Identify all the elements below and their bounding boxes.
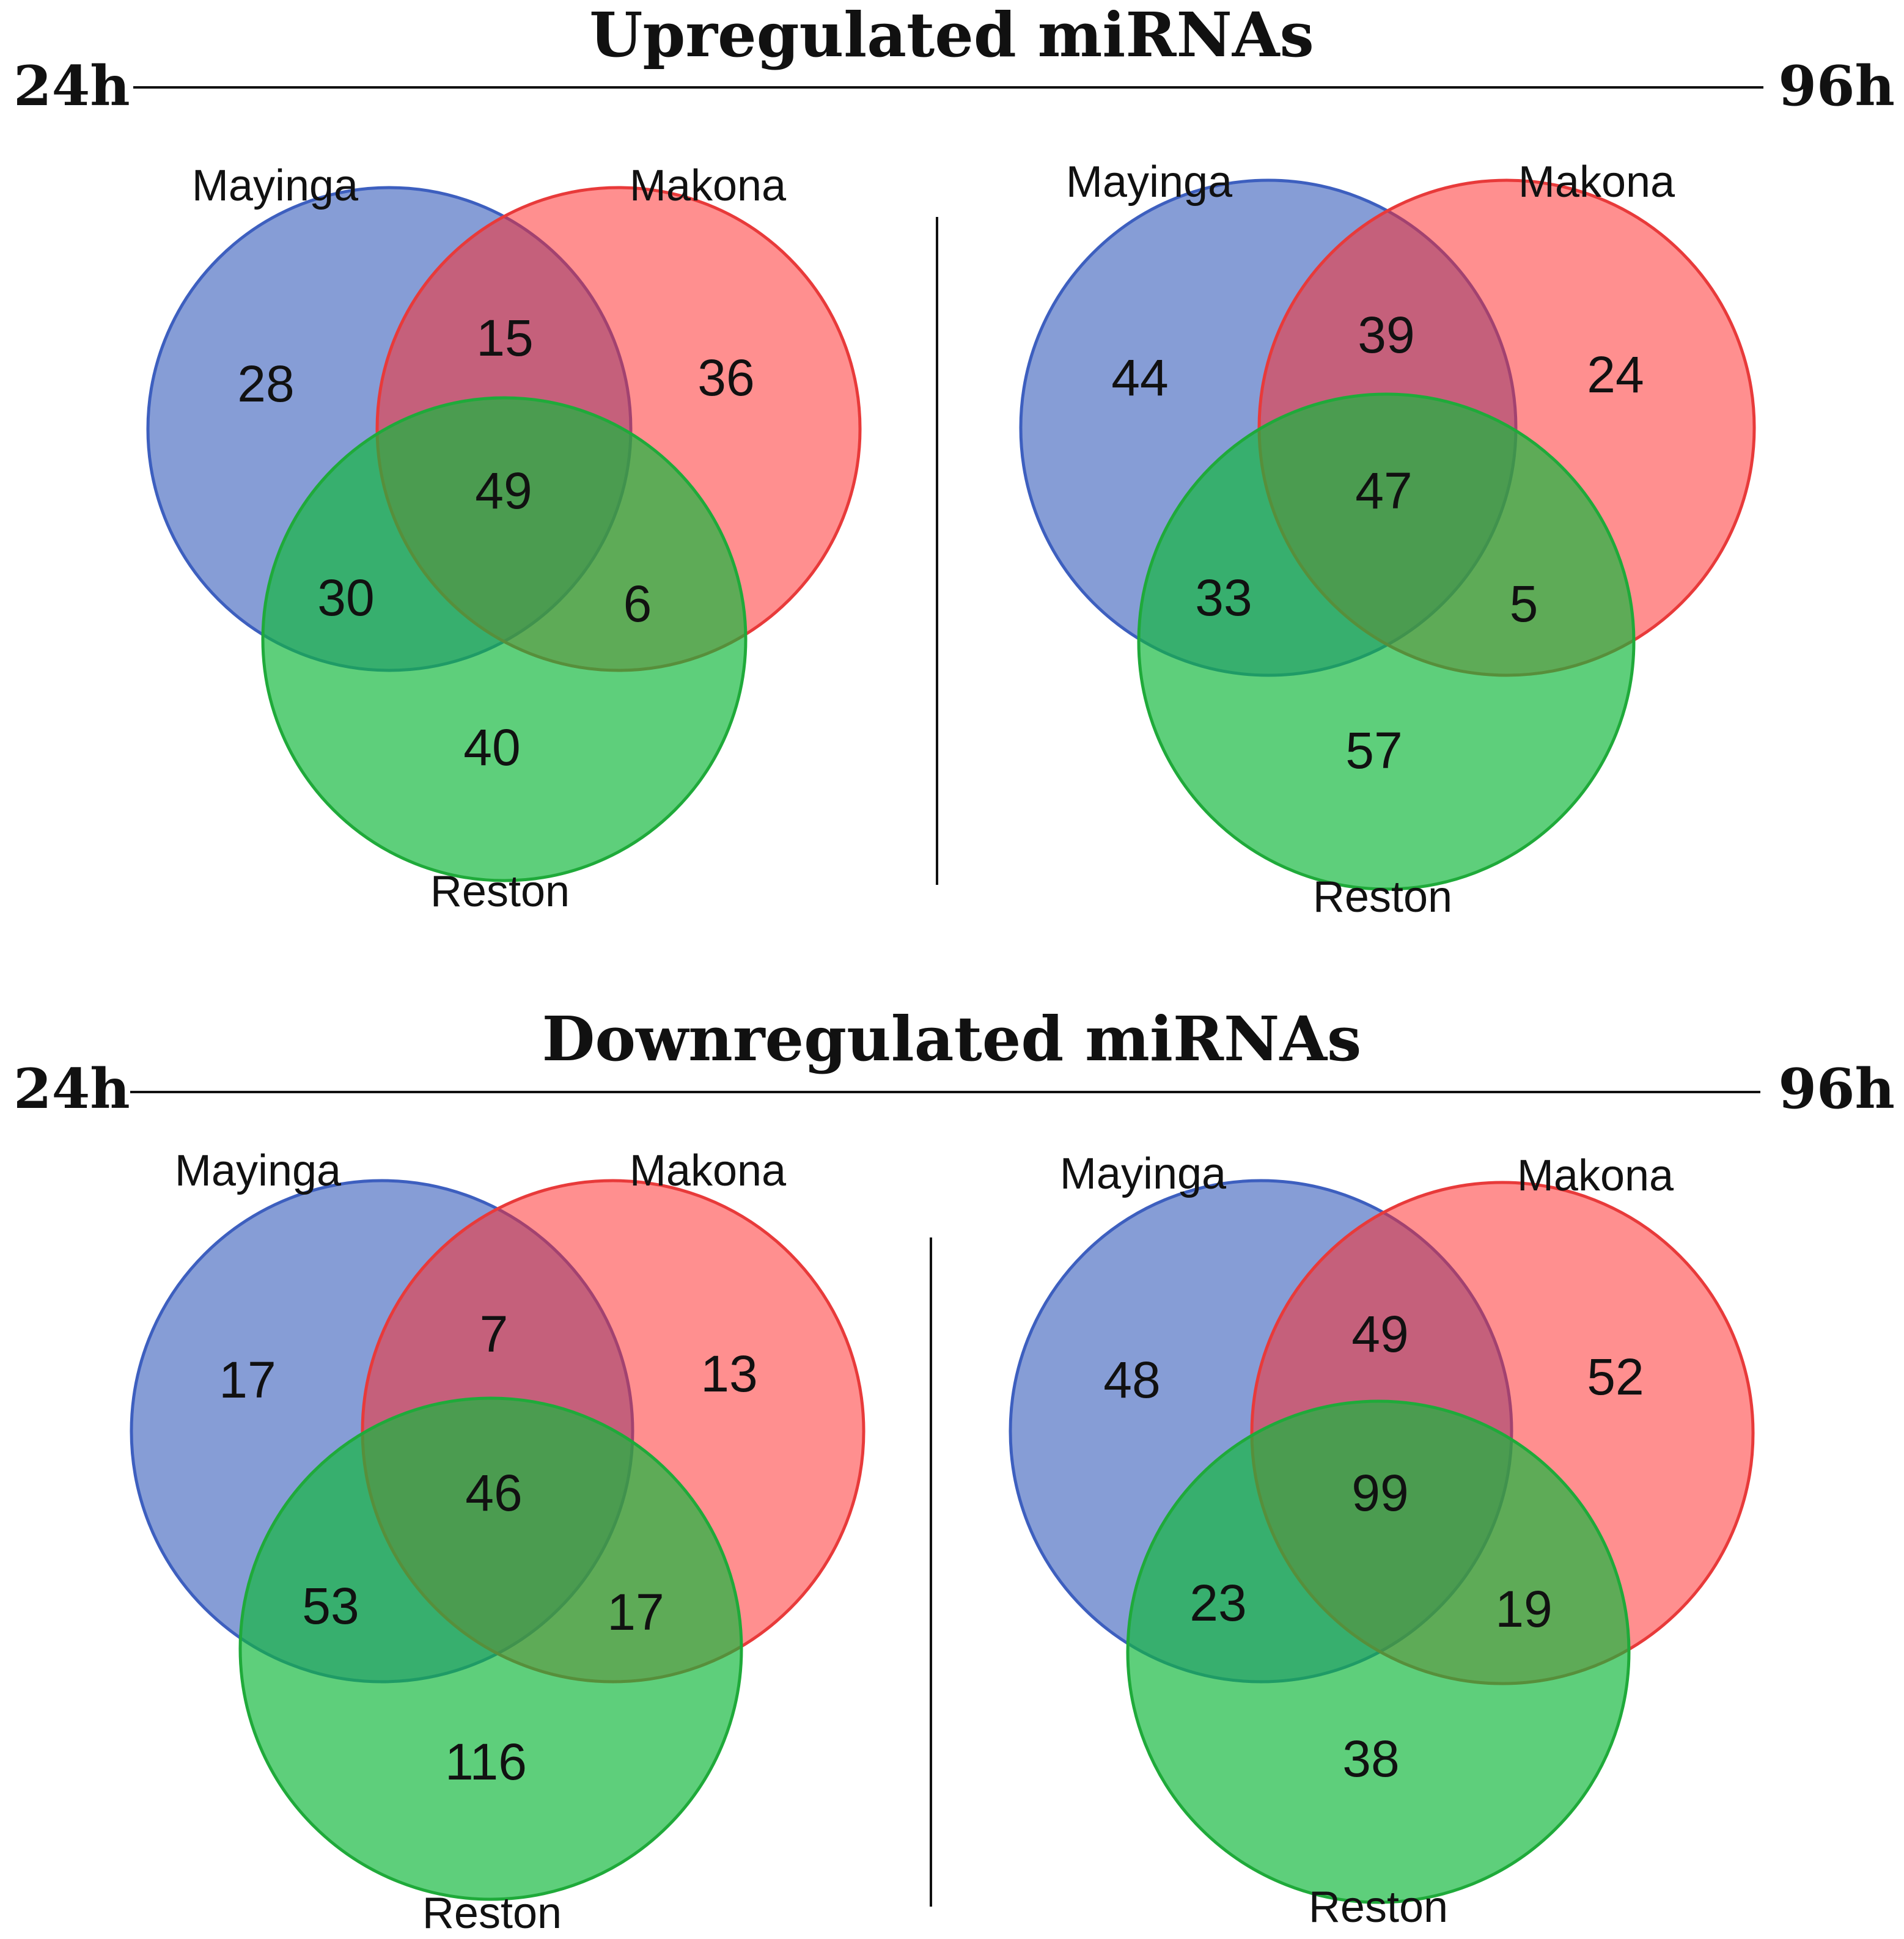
set-label-makona: Makona	[1517, 1151, 1674, 1200]
count-all-three: 49	[475, 462, 532, 519]
time-label-up-left: 24h	[13, 54, 130, 119]
count-makona-only: 52	[1587, 1348, 1644, 1406]
count-reston-only: 40	[463, 719, 520, 776]
count-mayinga-makona: 7	[480, 1305, 509, 1363]
count-all-three: 46	[465, 1464, 522, 1522]
section-upregulated: Upregulated miRNAs 24h 96h Mayinga Makon…	[13, 0, 1895, 922]
count-mayinga-makona: 49	[1351, 1305, 1408, 1363]
set-label-reston: Reston	[422, 1889, 562, 1938]
section-title-downregulated: Downregulated miRNAs	[542, 1003, 1362, 1075]
time-label-down-left: 24h	[13, 1057, 130, 1121]
count-makona-only: 24	[1587, 346, 1644, 403]
count-reston-only: 57	[1345, 722, 1402, 779]
section-title-upregulated: Upregulated miRNAs	[589, 0, 1314, 71]
count-makona-reston: 17	[607, 1583, 664, 1641]
count-reston-only: 38	[1342, 1730, 1399, 1787]
set-label-reston: Reston	[430, 867, 570, 916]
count-all-three: 47	[1355, 462, 1412, 519]
venn-circle-reston	[1137, 392, 1636, 891]
count-mayinga-reston: 33	[1195, 569, 1252, 626]
set-label-reston: Reston	[1313, 873, 1452, 922]
set-label-makona: Makona	[1518, 158, 1675, 207]
set-label-makona: Makona	[630, 161, 787, 210]
count-reston-only: 116	[445, 1733, 527, 1791]
count-all-three: 99	[1351, 1464, 1408, 1522]
set-label-makona: Makona	[630, 1146, 787, 1195]
time-label-down-right: 96h	[1778, 1057, 1895, 1121]
count-mayinga-makona: 15	[476, 309, 533, 367]
section-downregulated: Downregulated miRNAs 24h 96h Mayinga Mak…	[13, 1003, 1895, 1938]
time-label-up-right: 96h	[1778, 54, 1895, 119]
set-label-reston: Reston	[1309, 1883, 1448, 1932]
count-mayinga-reston: 30	[317, 569, 374, 626]
venn-circle-reston	[1126, 1399, 1631, 1904]
count-makona-only: 36	[697, 349, 754, 406]
count-mayinga-only: 44	[1111, 349, 1168, 406]
count-mayinga-reston: 53	[302, 1577, 359, 1635]
set-label-mayinga: Mayinga	[175, 1146, 342, 1195]
count-mayinga-only: 28	[237, 355, 294, 412]
count-makona-reston: 5	[1510, 575, 1538, 632]
count-makona-reston: 6	[623, 575, 652, 632]
count-mayinga-only: 48	[1103, 1351, 1160, 1409]
set-label-mayinga: Mayinga	[192, 161, 359, 210]
venn-up-96h: Mayinga Makona Reston 44 39 24 47 33 5 5…	[1019, 158, 1756, 922]
count-makona-reston: 19	[1495, 1580, 1552, 1638]
venn-down-96h: Mayinga Makona Reston 48 49 52 99 23 19 …	[1009, 1149, 1755, 1932]
venn-circle-reston	[238, 1396, 743, 1901]
set-label-mayinga: Mayinga	[1060, 1149, 1227, 1198]
count-mayinga-only: 17	[219, 1351, 276, 1409]
count-mayinga-makona: 39	[1358, 306, 1414, 364]
venn-circle-reston	[261, 396, 748, 882]
set-label-mayinga: Mayinga	[1066, 158, 1233, 207]
count-makona-only: 13	[700, 1345, 757, 1402]
count-mayinga-reston: 23	[1189, 1574, 1246, 1632]
venn-up-24h: Mayinga Makona Reston 28 15 36 49 30 6 4…	[146, 161, 862, 916]
venn-down-24h: Mayinga Makona Reston 17 7 13 46 53 17 1…	[130, 1146, 866, 1938]
